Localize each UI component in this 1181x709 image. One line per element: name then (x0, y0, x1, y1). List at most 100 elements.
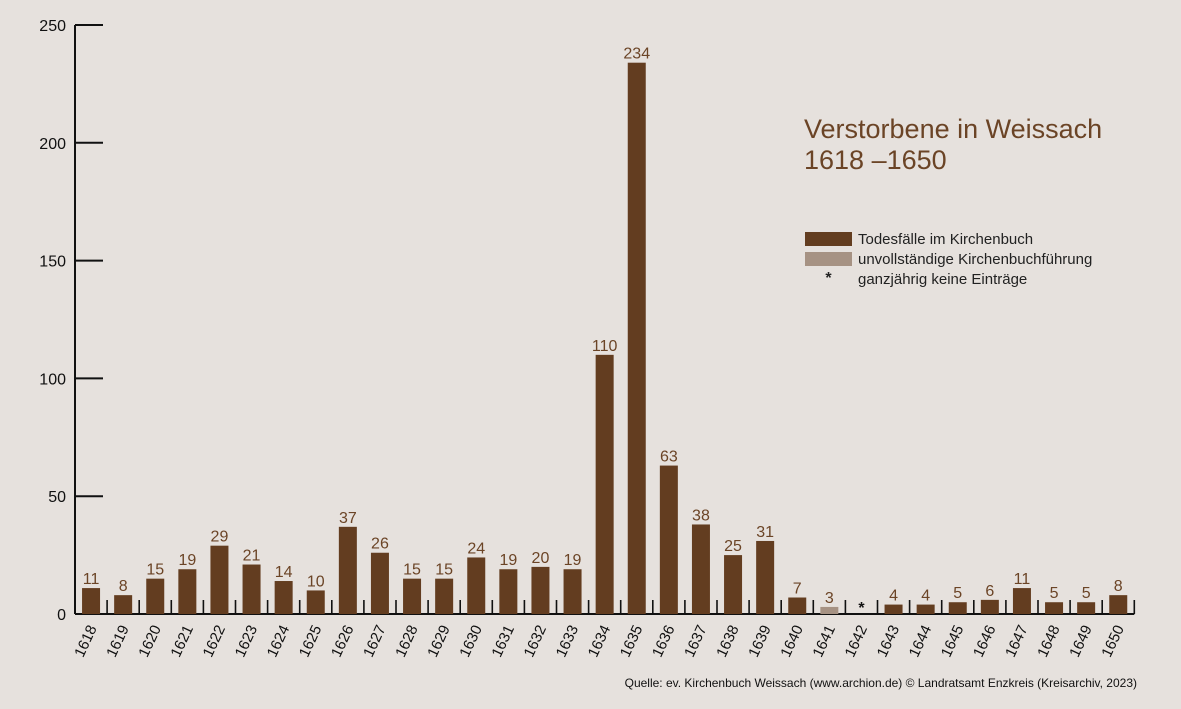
x-tick-label-1650: 1650 (1098, 623, 1128, 660)
bar-1634 (595, 354, 614, 614)
chart-title: Verstorbene in Weissach (804, 114, 1103, 144)
x-tick-label-1649: 1649 (1066, 623, 1096, 660)
bar-value-label-1622: 29 (211, 529, 229, 546)
y-tick-label: 0 (57, 607, 66, 624)
legend-swatch-incomplete (805, 252, 852, 266)
x-tick-label-1633: 1633 (553, 623, 583, 660)
bar-1630 (467, 557, 486, 614)
bar-value-label-1620: 15 (146, 562, 164, 579)
x-tick-label-1625: 1625 (296, 623, 326, 660)
legend-swatch-full (805, 232, 852, 246)
x-tick-label-1640: 1640 (777, 623, 807, 660)
bar-value-label-1648: 5 (1050, 585, 1059, 602)
bar-1643 (884, 604, 903, 614)
bar-1636 (659, 465, 678, 614)
x-tick-label-1629: 1629 (424, 623, 454, 660)
x-tick-label-1639: 1639 (745, 623, 775, 660)
bar-value-label-1636: 63 (660, 449, 678, 466)
bar-1640 (788, 597, 807, 614)
legend-item-incomplete: unvollständige Kirchenbuchführung (805, 249, 1092, 269)
bar-value-label-1641: 3 (825, 590, 834, 607)
bars (82, 62, 1128, 615)
bar-1625 (306, 590, 325, 614)
bar-1622 (210, 545, 229, 614)
bar-1648 (1045, 602, 1064, 614)
bar-value-label-1646: 6 (985, 583, 994, 600)
x-tick-label-1621: 1621 (167, 623, 197, 660)
y-tick-label: 250 (39, 18, 66, 35)
bar-1638 (724, 555, 743, 614)
bar-1637 (691, 524, 710, 614)
bar-1633 (563, 569, 582, 614)
bar-value-label-1624: 14 (275, 564, 293, 581)
bar-value-label-1645: 5 (953, 585, 962, 602)
x-tick-label-1622: 1622 (200, 623, 230, 660)
legend-item-full: Todesfälle im Kirchenbuch (805, 229, 1092, 249)
x-tick-label-1631: 1631 (488, 623, 518, 660)
bar-value-label-1619: 8 (119, 578, 128, 595)
bar-1620 (146, 578, 165, 614)
bar-value-label-1632: 20 (532, 550, 550, 567)
x-tick-label-1635: 1635 (617, 623, 647, 660)
legend-label-none: ganzjährig keine Einträge (858, 270, 1028, 288)
bar-1623 (242, 564, 261, 614)
x-tick-label-1618: 1618 (71, 623, 101, 660)
bar-value-label-1638: 25 (724, 538, 742, 555)
bar-value-label-1631: 19 (499, 552, 517, 569)
bar-value-label-1621: 19 (178, 552, 196, 569)
bar-1639 (756, 540, 775, 614)
bar-value-label-1644: 4 (921, 588, 930, 605)
bar-value-label-1618: 11 (83, 571, 100, 588)
bar-value-label-1626: 37 (339, 510, 357, 527)
x-tick-label-1643: 1643 (874, 623, 904, 660)
legend-star-symbol: * (825, 270, 832, 287)
bar-1627 (370, 552, 389, 614)
bar-value-label-1633: 19 (564, 552, 582, 569)
bar-1629 (435, 578, 454, 614)
x-tick-label-1636: 1636 (649, 623, 679, 660)
bar-1619 (114, 595, 133, 614)
bar-1632 (531, 566, 550, 614)
x-tick-label-1630: 1630 (456, 623, 486, 660)
bar-1628 (403, 578, 422, 614)
bar-value-label-1625: 10 (307, 573, 325, 590)
legend-item-none: * ganzjährig keine Einträge (805, 269, 1092, 289)
bar-value-label-1650: 8 (1114, 578, 1123, 595)
bar-value-label-1639: 31 (756, 524, 774, 541)
bar-1646 (980, 599, 999, 614)
bar-1650 (1109, 595, 1128, 614)
y-tick-label: 100 (39, 371, 66, 388)
bar-1631 (499, 569, 518, 614)
chart-subtitle: 1618 –1650 (804, 145, 947, 175)
bar-value-label-1630: 24 (467, 540, 485, 557)
x-tick-label-1644: 1644 (906, 623, 936, 660)
x-tick-label-1628: 1628 (392, 623, 422, 660)
x-tick-label-1641: 1641 (809, 623, 839, 660)
x-tick-label-1624: 1624 (264, 623, 294, 660)
bar-value-label-1647: 11 (1014, 571, 1031, 588)
source-note: Quelle: ev. Kirchenbuch Weissach (www.ar… (624, 676, 1137, 690)
bar-1644 (916, 604, 935, 614)
bar-1624 (274, 581, 293, 614)
y-tick-label: 150 (39, 254, 66, 271)
bar-1641 (820, 606, 839, 614)
x-tick-label-1647: 1647 (1002, 623, 1032, 660)
x-tick-label-1623: 1623 (232, 623, 262, 660)
x-tick-label-1619: 1619 (103, 623, 133, 660)
x-tick-label-1642: 1642 (842, 623, 872, 660)
bar-value-label-1628: 15 (403, 562, 421, 579)
x-tick-label-1646: 1646 (970, 623, 1000, 660)
no-entry-marker-1642: * (858, 600, 865, 617)
bar-1635 (627, 62, 646, 615)
bar-1626 (338, 526, 357, 614)
y-axis: 0 50 100 150 200 250 (39, 18, 103, 624)
bar-value-label-1635: 234 (623, 46, 650, 63)
bar-1621 (178, 569, 197, 614)
bar-value-label-1623: 21 (243, 548, 261, 565)
x-tick-label-1626: 1626 (328, 623, 358, 660)
x-tick-label-1645: 1645 (938, 623, 968, 660)
bar-value-label-1634: 110 (592, 338, 618, 355)
y-tick-label: 50 (48, 489, 66, 506)
x-tick-label-1638: 1638 (713, 623, 743, 660)
